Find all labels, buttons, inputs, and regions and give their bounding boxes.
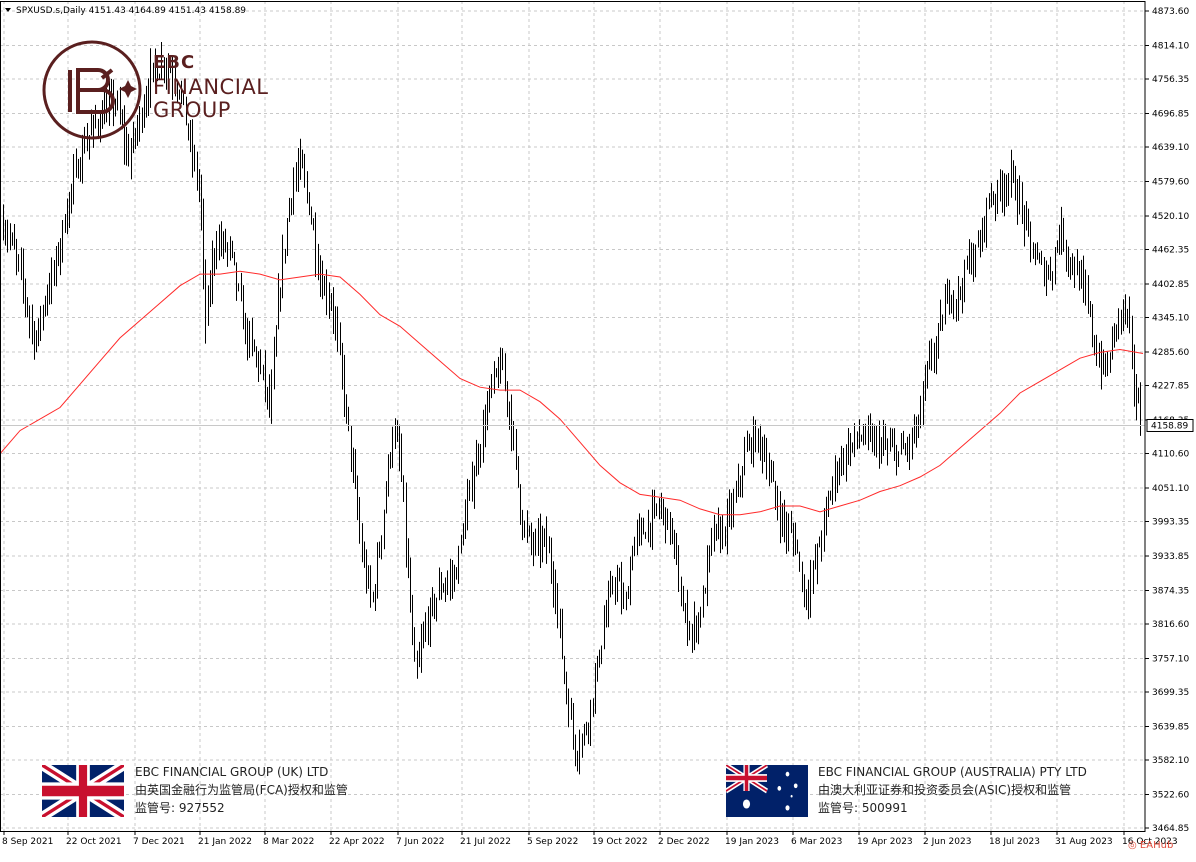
watermark-icon: ◎ — [1128, 840, 1137, 851]
logo-line-1: EBC — [153, 52, 196, 73]
watermark-text: EAHub — [1139, 840, 1174, 851]
y-tick-label: 3464.85 — [1152, 824, 1189, 834]
y-tick-label: 4520.10 — [1152, 212, 1189, 222]
y-tick-label: 4402.85 — [1152, 280, 1189, 290]
time-axis: 8 Sep 2021 22 Oct 2021 7 Dec 2021 21 Jan 20… — [2, 831, 1178, 847]
x-tick-label: 2 Dec 2022 — [658, 837, 710, 847]
y-tick-label: 4227.85 — [1152, 382, 1189, 392]
y-tick-label: 3874.35 — [1152, 587, 1189, 597]
x-tick-label: 19 Oct 2022 — [592, 837, 648, 847]
x-tick-label: 31 Aug 2023 — [1055, 837, 1113, 847]
symbol-info: SPXUSD.s,Daily 4151.43 4164.89 4151.43 4… — [16, 6, 246, 16]
logo-line-2: FINANCIAL — [153, 75, 269, 99]
price-axis: 4873.60 4814.10 4756.35 4696.85 4639.10 4579.… — [1145, 7, 1189, 834]
au-entity-license: 监管号: 500991 — [818, 801, 908, 815]
x-tick-label: 22 Apr 2022 — [329, 837, 385, 847]
x-tick-label: 18 Jul 2023 — [989, 837, 1040, 847]
plot-border — [0, 1, 1146, 832]
australia-flag-icon — [726, 765, 808, 817]
x-tick-label: 5 Sep 2022 — [527, 837, 578, 847]
ebc-logo-icon — [42, 40, 142, 140]
y-tick-label: 4345.10 — [1152, 314, 1189, 324]
logo-line-3: GROUP — [153, 98, 231, 122]
y-tick-label: 3816.60 — [1152, 620, 1189, 630]
y-tick-label: 4285.60 — [1152, 348, 1189, 358]
y-tick-label: 3993.35 — [1152, 517, 1189, 527]
y-tick-label: 4639.10 — [1152, 143, 1189, 153]
watermark: ◎ EAHub — [1128, 840, 1173, 851]
y-tick-label: 3699.35 — [1152, 688, 1189, 698]
last-price-marker: 4158.89 — [1146, 418, 1194, 432]
y-tick-label: 4873.60 — [1152, 7, 1189, 17]
x-tick-label: 7 Jun 2022 — [396, 837, 444, 847]
y-tick-label: 4110.60 — [1152, 449, 1189, 459]
y-tick-label: 3639.85 — [1152, 723, 1189, 733]
x-tick-label: 6 Mar 2023 — [791, 837, 842, 847]
x-tick-label: 19 Apr 2023 — [857, 837, 913, 847]
y-tick-label: 4579.60 — [1152, 178, 1189, 188]
y-tick-label: 4756.35 — [1152, 75, 1189, 85]
x-tick-label: 2 Jun 2023 — [923, 837, 971, 847]
uk-entity-name: EBC FINANCIAL GROUP (UK) LTD — [135, 765, 329, 779]
x-tick-label: 21 Jan 2022 — [198, 837, 252, 847]
y-tick-label: 3522.60 — [1152, 791, 1189, 801]
y-tick-label: 4462.35 — [1152, 246, 1189, 256]
uk-entity-info: EBC FINANCIAL GROUP (UK) LTD 由英国金融行为监管局(… — [135, 763, 348, 817]
moving-average-line — [0, 270, 1144, 516]
y-tick-label: 3582.10 — [1152, 756, 1189, 766]
y-tick-label: 4696.85 — [1152, 110, 1189, 120]
y-tick-label: 3757.10 — [1152, 655, 1189, 665]
candlestick-series — [3, 42, 1141, 775]
x-tick-label: 19 Jan 2023 — [725, 837, 779, 847]
y-tick-label: 4051.10 — [1152, 484, 1189, 494]
uk-entity-regulator: 由英国金融行为监管局(FCA)授权和监管 — [135, 783, 348, 797]
x-tick-label: 16 Oct 2023 — [1122, 837, 1178, 847]
chart-grid — [0, 1, 1145, 831]
au-entity-name: EBC FINANCIAL GROUP (AUSTRALIA) PTY LTD — [818, 765, 1087, 779]
x-tick-label: 21 Jul 2022 — [460, 837, 511, 847]
x-tick-label: 22 Oct 2021 — [66, 837, 122, 847]
x-tick-label: 8 Mar 2022 — [263, 837, 314, 847]
au-entity-info: EBC FINANCIAL GROUP (AUSTRALIA) PTY LTD … — [818, 763, 1087, 817]
uk-flag-icon — [42, 765, 124, 817]
au-entity-regulator: 由澳大利亚证券和投资委员会(ASIC)授权和监管 — [818, 783, 1072, 797]
x-tick-label: 8 Sep 2021 — [2, 837, 53, 847]
y-tick-label: 4814.10 — [1152, 42, 1189, 52]
chart-frame — [0, 1, 1146, 832]
symbol-dropdown-icon[interactable] — [5, 8, 11, 12]
uk-entity-license: 监管号: 927552 — [135, 801, 225, 815]
x-tick-label: 7 Dec 2021 — [133, 837, 185, 847]
last-price-label: 4158.89 — [1151, 421, 1188, 431]
y-tick-label: 3933.85 — [1152, 552, 1189, 562]
